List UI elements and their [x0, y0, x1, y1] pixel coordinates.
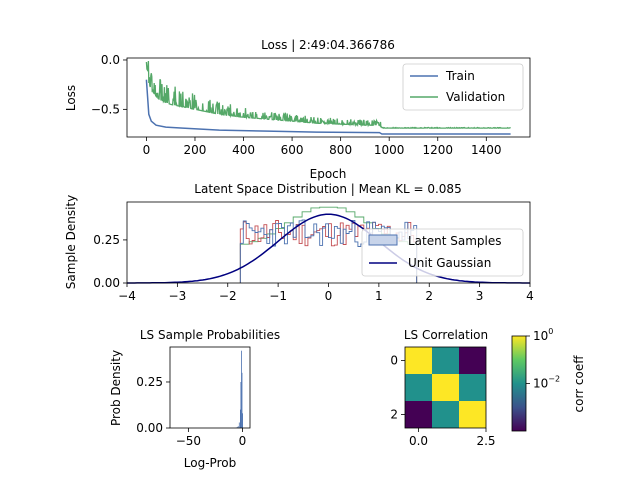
latent-yticks: 0.00 0.25 [93, 233, 127, 290]
ls-prob-xtick-label: 0 [239, 434, 247, 448]
latent-xtick-label: 0 [325, 289, 333, 303]
latent-xtick-label: −4 [118, 289, 136, 303]
latent-legend-samples-label: Latent Samples [408, 234, 502, 248]
ls-prob-ylabel: Prob Density [109, 350, 123, 426]
ls-corr-cell [432, 374, 459, 401]
latent-xtick-label: 1 [375, 289, 383, 303]
ls-corr-colorbar-tick-label: 100 [533, 327, 553, 343]
ls-corr-xtick-label: 2.5 [476, 434, 495, 448]
ls-corr-colorbar-tick-exponent: −2 [548, 375, 560, 384]
ls-prob-bar [240, 409, 241, 428]
loss-xtick-label: 1400 [471, 143, 502, 157]
loss-xtick-label: 1000 [374, 143, 405, 157]
loss-ytick-label: −0.5 [91, 102, 120, 116]
latent-ytick-label: 0.25 [93, 233, 120, 247]
ls-prob-title: LS Sample Probabilities [140, 328, 280, 342]
loss-panel: Loss | 2:49:04.366786 0 200 400 600 800 1000 1… [64, 38, 531, 181]
ls-corr-cell [459, 347, 486, 374]
ls-prob-ytick-label: 0.00 [136, 421, 163, 435]
latent-gaussian-curve [127, 213, 530, 284]
ls-prob-bar [241, 350, 242, 428]
latent-legend-box [361, 228, 524, 277]
ls-prob-bar [237, 426, 239, 428]
latent-xtick-label: −3 [169, 289, 187, 303]
loss-title: Loss | 2:49:04.366786 [261, 38, 395, 52]
ls-prob-xlabel: Log-Prob [184, 456, 236, 470]
loss-ylabel: Loss [64, 85, 78, 111]
ls-corr-cell [405, 401, 432, 428]
validation-line [145, 60, 511, 130]
loss-yticks: 0.0 −0.5 [91, 53, 127, 116]
loss-xtick-label: 400 [232, 143, 255, 157]
ls-corr-colorbar-tick-exponent: 0 [548, 327, 553, 336]
loss-xticks: 0 200 400 600 800 1000 1200 1400 [143, 137, 502, 157]
ls-prob-ytick-label: 0.25 [136, 375, 163, 389]
ls-prob-axes-frame [169, 346, 251, 429]
ls-corr-colorbar-label: corr coeff [572, 355, 586, 413]
ls-corr-colorbar-tick-label: 10−2 [533, 375, 560, 391]
ls-prob-bar [240, 382, 242, 428]
ls-corr-cell [459, 401, 486, 428]
loss-ytick-label: 0.0 [101, 53, 120, 67]
ls-prob-xticks: −50 0 [176, 428, 247, 448]
latent-xtick-label: −2 [219, 289, 237, 303]
loss-xtick-label: 600 [281, 143, 304, 157]
ls-corr-ytick-label: 2 [390, 408, 398, 422]
loss-axes-frame [126, 57, 531, 138]
ls-corr-cell [405, 347, 432, 374]
latent-ytick-label: 0.00 [93, 276, 120, 290]
ls-corr-cells [405, 347, 486, 428]
latent-xtick-label: 3 [476, 289, 484, 303]
ls-corr-cell [459, 374, 486, 401]
ls-corr-xtick-label: 0.0 [409, 434, 428, 448]
ls-corr-cell [405, 374, 432, 401]
loss-legend-validation-label: Validation [446, 90, 505, 104]
ls-prob-bar [236, 427, 238, 428]
loss-xlabel: Epoch [310, 167, 347, 181]
latent-xtick-label: −1 [269, 289, 287, 303]
ls-corr-axes-frame [404, 346, 487, 429]
latent-legend-gaussian-label: Unit Gaussian [408, 256, 491, 270]
latent-ylabel: Sample Density [64, 195, 78, 289]
latent-legend: Latent Samples Unit Gaussian [361, 228, 524, 277]
ls-corr-title: LS Correlation [404, 328, 488, 342]
loss-xtick-label: 800 [329, 143, 352, 157]
latent-panel: Latent Space Distribution | Mean KL = 0.… [64, 182, 534, 303]
ls-prob-bar [242, 413, 243, 428]
ls-corr-ytick-label: 0 [390, 354, 398, 368]
latent-legend-samples-swatch [368, 234, 398, 246]
latent-title: Latent Space Distribution | Mean KL = 0.… [194, 182, 461, 196]
loss-xtick-label: 0 [143, 143, 151, 157]
loss-xtick-label: 1200 [422, 143, 453, 157]
train-line [145, 79, 511, 135]
latent-xticks: −4 −3 −2 −1 0 1 2 3 4 [118, 283, 534, 303]
ls-prob-yticks: 0.00 0.25 [136, 375, 170, 435]
ls-corr-colorbar-ticks: 100 10−2 [526, 327, 560, 391]
ls-prob-bar [238, 422, 240, 428]
ls-corr-yticks: 02 [390, 354, 405, 422]
loss-xtick-label: 200 [184, 143, 207, 157]
latent-hist-blue [239, 219, 418, 284]
latent-xtick-label: 2 [425, 289, 433, 303]
ls-corr-colorbar [511, 335, 527, 432]
ls-prob-xtick-label: −50 [176, 434, 201, 448]
ls-prob-bars [235, 350, 243, 428]
ls-prob-panel: LS Sample Probabilities −50 0 0.00 0.25 Lo… [109, 328, 280, 470]
loss-legend-train-label: Train [445, 69, 475, 83]
ls-corr-cell [432, 401, 459, 428]
loss-series-group [145, 60, 511, 135]
loss-legend: Train Validation [402, 63, 524, 111]
ls-corr-cell [432, 347, 459, 374]
ls-corr-xticks: 0.0 2.5 [409, 428, 496, 448]
latent-xtick-label: 4 [526, 289, 534, 303]
ls-prob-bar [241, 372, 243, 428]
